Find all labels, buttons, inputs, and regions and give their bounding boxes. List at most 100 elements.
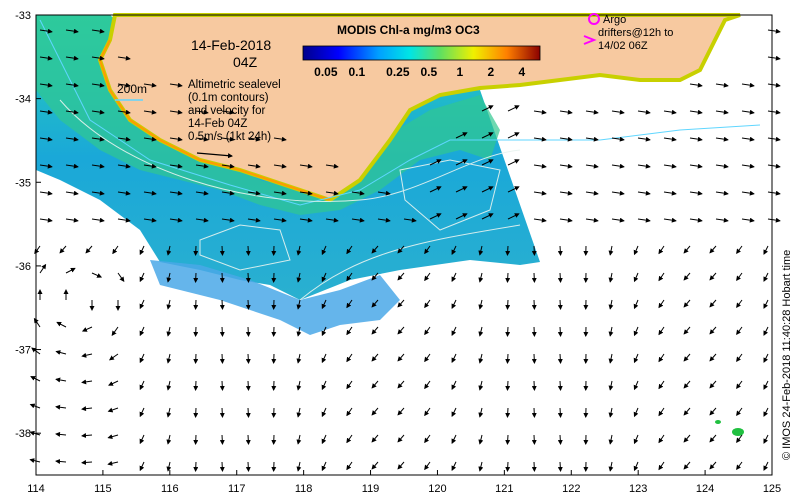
velocity-arrow bbox=[451, 353, 457, 364]
velocity-arrow bbox=[219, 407, 225, 418]
velocity-arrow bbox=[397, 272, 405, 281]
velocity-arrow bbox=[245, 461, 251, 472]
velocity-arrow bbox=[478, 272, 484, 283]
velocity-arrow bbox=[245, 272, 251, 283]
velocity-arrow bbox=[663, 217, 677, 223]
velocity-arrow bbox=[481, 186, 494, 193]
velocity-arrow bbox=[346, 461, 353, 471]
velocity-arrow bbox=[559, 190, 573, 196]
velocity-arrow bbox=[736, 326, 743, 336]
velocity-arrow bbox=[683, 407, 691, 416]
velocity-arrow bbox=[736, 353, 743, 363]
description-line: Altimetric sealevel bbox=[188, 79, 281, 91]
velocity-arrow bbox=[478, 380, 484, 391]
velocity-arrow bbox=[59, 245, 67, 254]
velocity-arrow bbox=[559, 217, 573, 223]
velocity-arrow bbox=[139, 407, 145, 418]
chlorophyll-patch-south bbox=[150, 260, 400, 335]
velocity-arrow bbox=[608, 245, 614, 256]
velocity-arrow bbox=[117, 109, 131, 115]
x-tick-label: 115 bbox=[94, 483, 112, 495]
velocity-arrow bbox=[195, 217, 209, 223]
velocity-arrow bbox=[55, 431, 67, 437]
velocity-arrow bbox=[321, 353, 327, 364]
velocity-arrow bbox=[715, 163, 729, 169]
velocity-arrow bbox=[557, 245, 563, 256]
velocity-arrow bbox=[245, 434, 251, 445]
description-line: and velocity for bbox=[188, 105, 266, 117]
velocity-arrow bbox=[195, 190, 209, 196]
velocity-arrow bbox=[424, 407, 431, 417]
velocity-arrow bbox=[767, 163, 781, 169]
velocity-arrow bbox=[478, 434, 484, 445]
velocity-arrow bbox=[767, 217, 781, 223]
velocity-arrow bbox=[736, 461, 743, 471]
velocity-arrow bbox=[346, 245, 353, 255]
velocity-arrow bbox=[296, 245, 302, 256]
colorbar-ticks: 0.05 0.1 0.25 0.5 1 2 4 bbox=[314, 65, 525, 79]
velocity-arrow bbox=[299, 163, 313, 169]
velocity-arrow bbox=[507, 105, 520, 112]
velocity-arrow bbox=[166, 434, 172, 445]
velocity-arrow bbox=[273, 217, 287, 223]
velocity-arrow bbox=[763, 353, 769, 363]
velocity-arrow bbox=[451, 380, 457, 391]
velocity-arrow bbox=[481, 132, 494, 139]
velocity-arrow bbox=[346, 407, 353, 417]
velocity-arrow bbox=[221, 136, 235, 142]
velocity-arrow bbox=[715, 190, 729, 196]
velocity-arrow bbox=[736, 380, 743, 390]
velocity-arrow bbox=[169, 190, 183, 196]
velocity-arrow bbox=[585, 190, 599, 196]
velocity-arrow bbox=[633, 353, 639, 364]
velocity-arrow bbox=[39, 217, 53, 223]
velocity-arrow bbox=[533, 163, 547, 169]
description-line: 14-Feb 04Z bbox=[188, 118, 247, 130]
velocity-arrow bbox=[709, 326, 717, 335]
velocity-arrow bbox=[424, 461, 431, 471]
velocity-arrow bbox=[505, 299, 511, 310]
velocity-arrow bbox=[585, 217, 599, 223]
velocity-arrow bbox=[608, 299, 614, 310]
velocity-arrow bbox=[81, 326, 93, 332]
velocity-arrow bbox=[608, 326, 614, 337]
velocity-arrow bbox=[533, 217, 547, 223]
velocity-arrow bbox=[663, 136, 677, 142]
velocity-arrow bbox=[455, 159, 468, 166]
velocity-arrow bbox=[736, 272, 743, 282]
velocity-arrow bbox=[658, 461, 665, 471]
velocity-arrow bbox=[91, 55, 105, 61]
velocity-arrow bbox=[321, 326, 327, 337]
velocity-arrow bbox=[689, 190, 703, 196]
velocity-arrow bbox=[709, 407, 717, 416]
velocity-arrow bbox=[611, 136, 625, 142]
velocity-arrow bbox=[39, 82, 53, 88]
velocity-arrow bbox=[221, 109, 235, 115]
description-line: 0.5m/s (1kt 24h) bbox=[188, 131, 271, 143]
velocity-arrow bbox=[507, 159, 520, 166]
velocity-arrow bbox=[65, 82, 79, 88]
colorbar-tick-label: 1 bbox=[457, 65, 464, 79]
colorbar-tick-label: 0.1 bbox=[349, 65, 366, 79]
velocity-arrow bbox=[557, 299, 563, 310]
velocity-arrow bbox=[658, 434, 665, 444]
velocity-arrow bbox=[321, 434, 327, 445]
velocity-arrow bbox=[81, 352, 93, 358]
velocity-arrow bbox=[143, 82, 157, 88]
velocity-arrow bbox=[478, 326, 484, 337]
velocity-arrow bbox=[633, 272, 639, 283]
velocity-arrow bbox=[296, 434, 302, 445]
velocity-arrow bbox=[608, 353, 614, 364]
velocity-arrow bbox=[505, 245, 511, 256]
velocity-arrow bbox=[245, 380, 251, 391]
velocity-arrow bbox=[611, 217, 625, 223]
velocity-arrow bbox=[346, 299, 353, 309]
velocity-arrow bbox=[117, 163, 131, 169]
velocity-arrow bbox=[221, 217, 235, 223]
y-tick-label: -34 bbox=[15, 94, 31, 106]
velocity-arrow bbox=[557, 434, 563, 445]
velocity-arrow bbox=[424, 326, 431, 336]
velocity-arrow bbox=[424, 353, 431, 363]
velocity-arrow bbox=[478, 461, 484, 472]
